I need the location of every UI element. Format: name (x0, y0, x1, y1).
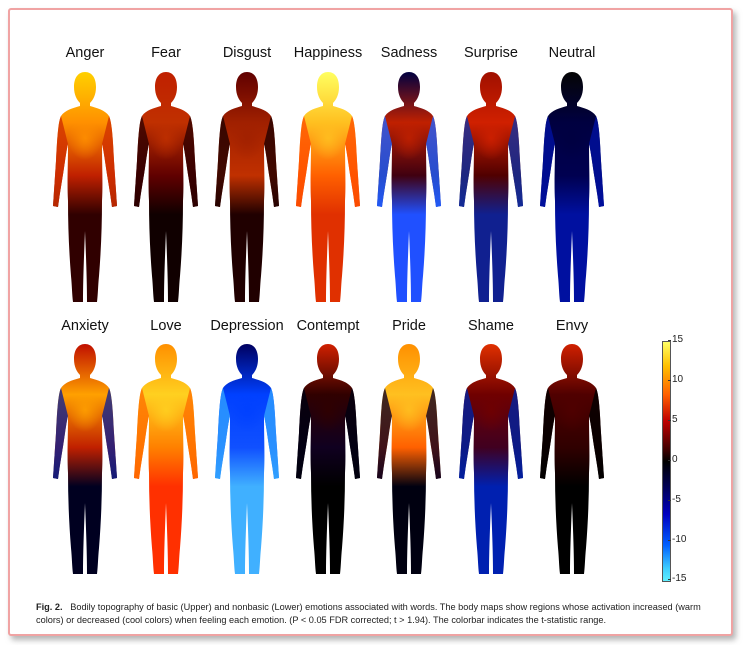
label-envy: Envy (555, 318, 589, 334)
colorbar-tick: -5 (668, 494, 681, 505)
body-chest-glow (68, 388, 102, 432)
body-activation-map (540, 344, 604, 574)
body-arm-left (53, 116, 68, 207)
body-activation-map (540, 72, 604, 302)
body-activation-map (134, 72, 198, 302)
body-activation-map (53, 72, 117, 302)
body-activation-map (215, 72, 279, 302)
body-silhouette (377, 72, 441, 302)
body-activation-map (459, 72, 523, 302)
body-silhouette (134, 344, 198, 574)
body-arm-right (264, 388, 279, 479)
label-depression: Depression (210, 318, 284, 334)
body-arm-right (426, 388, 441, 479)
body-chest-glow (311, 388, 345, 432)
label-surprise: Surprise (464, 45, 518, 61)
body-arm-right (508, 388, 523, 479)
colorbar-tick: 0 (668, 454, 678, 465)
body-chest-glow (474, 388, 508, 432)
body-silhouette (215, 72, 279, 302)
body-arm-left (296, 388, 311, 479)
body-silhouette (540, 72, 604, 302)
body-silhouette (296, 72, 360, 302)
body-arm-left (459, 388, 474, 479)
figure-caption: Fig. 2. Bodily topography of basic (Uppe… (36, 601, 716, 627)
body-activation-map (134, 344, 198, 574)
body-arm-right (183, 388, 198, 479)
body-silhouette (296, 344, 360, 574)
body-activation-map (377, 72, 441, 302)
body-chest-glow (230, 116, 264, 160)
body-silhouette (459, 72, 523, 302)
body-arm-left (134, 116, 149, 207)
body-chest-glow (68, 116, 102, 160)
body-silhouette (540, 344, 604, 574)
body-activation-map (296, 344, 360, 574)
figure-frame (8, 8, 733, 636)
body-silhouette (215, 344, 279, 574)
body-arm-left (540, 388, 555, 479)
body-arm-left (53, 388, 68, 479)
body-arm-left (215, 388, 230, 479)
body-arm-left (215, 116, 230, 207)
body-activation-map (215, 344, 279, 574)
body-arm-left (540, 116, 555, 207)
body-silhouette (53, 344, 117, 574)
body-arm-left (134, 388, 149, 479)
body-activation-map (459, 344, 523, 574)
colorbar-tick: 5 (668, 414, 678, 425)
caption-label: Fig. 2. (36, 602, 63, 612)
body-silhouette (459, 344, 523, 574)
body-silhouette (134, 72, 198, 302)
body-silhouette (377, 344, 441, 574)
body-chest-glow (149, 388, 183, 432)
body-chest-glow (392, 116, 426, 160)
body-arm-left (296, 116, 311, 207)
body-chest-glow (149, 116, 183, 160)
caption-text: Bodily topography of basic (Upper) and n… (36, 602, 701, 625)
colorbar-tick: -10 (667, 534, 687, 545)
body-arm-right (345, 116, 360, 207)
body-arm-left (377, 116, 392, 207)
body-arm-right (589, 388, 604, 479)
body-activation-map (377, 344, 441, 574)
label-neutral: Neutral (548, 45, 596, 61)
label-contempt: Contempt (296, 318, 360, 334)
body-chest-glow (311, 116, 345, 160)
label-happiness: Happiness (293, 45, 363, 61)
colorbar-tick: 10 (667, 374, 684, 385)
label-disgust: Disgust (222, 45, 272, 61)
body-activation-map (296, 72, 360, 302)
colorbar-tick: -15 (667, 573, 687, 584)
body-chest-glow (555, 116, 589, 160)
label-love: Love (150, 318, 182, 334)
colorbar-tick: 15 (667, 334, 684, 345)
body-arm-right (102, 388, 117, 479)
body-chest-glow (474, 116, 508, 160)
body-chest-glow (392, 388, 426, 432)
label-shame: Shame (468, 318, 514, 334)
body-arm-right (426, 116, 441, 207)
body-arm-right (183, 116, 198, 207)
body-chest-glow (555, 388, 589, 432)
label-sadness: Sadness (380, 45, 438, 61)
body-arm-right (508, 116, 523, 207)
body-arm-right (589, 116, 604, 207)
body-arm-left (459, 116, 474, 207)
body-arm-left (377, 388, 392, 479)
body-silhouette (53, 72, 117, 302)
label-anger: Anger (65, 45, 105, 61)
body-arm-right (102, 116, 117, 207)
body-arm-right (264, 116, 279, 207)
body-activation-map (53, 344, 117, 574)
label-pride: Pride (392, 318, 426, 334)
colorbar (662, 341, 671, 582)
body-arm-right (345, 388, 360, 479)
body-chest-glow (230, 388, 264, 432)
label-fear: Fear (151, 45, 181, 61)
label-anxiety: Anxiety (61, 318, 109, 334)
